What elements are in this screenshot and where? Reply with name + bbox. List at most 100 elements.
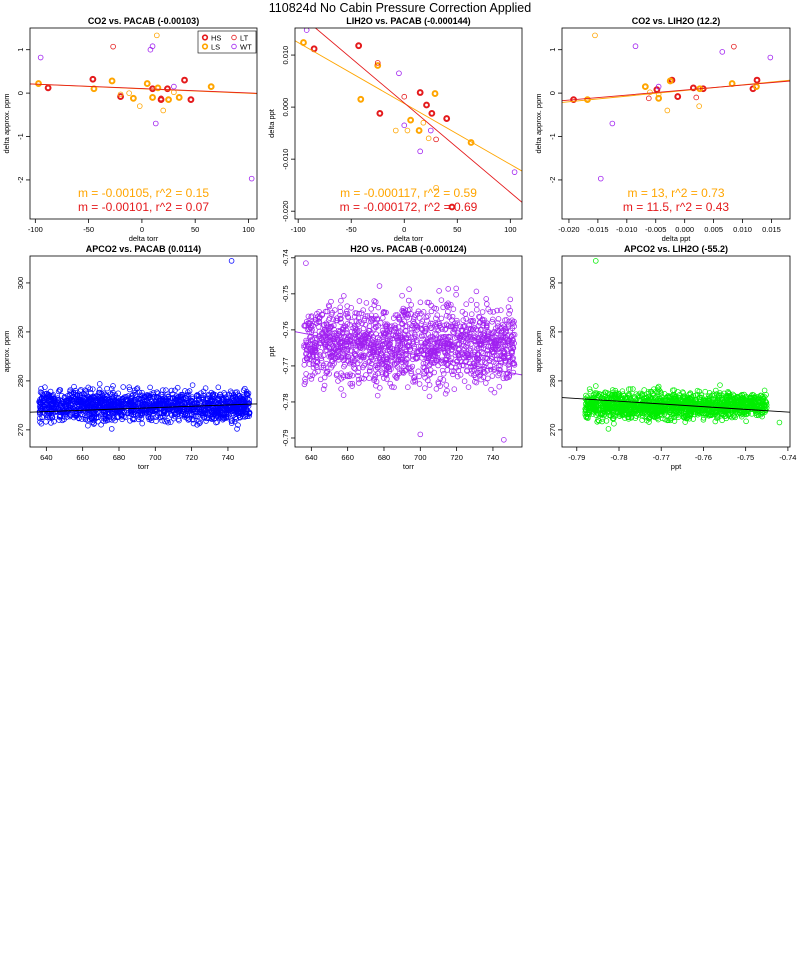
data-point (307, 320, 313, 326)
chart-panel-6: APCO2 vs. LIH2O (-55.2)-0.79 -0.78 -0.77 -0… (534, 244, 796, 471)
data-point (61, 394, 68, 400)
data-point (490, 348, 496, 355)
data-point (619, 412, 626, 419)
data-point (322, 348, 329, 354)
data-point (384, 376, 390, 382)
data-point (511, 169, 518, 175)
data-point (151, 394, 157, 400)
x-tick-label: 0.005 (704, 225, 723, 234)
data-point (629, 410, 636, 417)
data-point (86, 411, 92, 417)
data-point (352, 366, 358, 372)
data-point (312, 348, 318, 354)
data-point (467, 139, 475, 146)
data-point (226, 411, 232, 418)
data-point (453, 291, 459, 298)
data-point (133, 401, 139, 408)
data-point (371, 298, 377, 304)
data-point (587, 403, 594, 410)
data-point (415, 368, 422, 375)
x-axis-label: torr (138, 462, 150, 471)
data-point (666, 398, 673, 404)
data-point (462, 322, 468, 329)
fit-annotation: m = 13, r^2 = 0.73 (627, 186, 724, 200)
data-point (386, 348, 393, 355)
data-point (110, 398, 117, 404)
data-point (334, 317, 340, 324)
y-axis-label: approx. ppm (534, 331, 543, 373)
data-point (658, 390, 665, 396)
data-point (479, 338, 486, 345)
x-tick-label: -0.020 (558, 225, 579, 234)
data-point (738, 413, 745, 420)
data-point (510, 332, 516, 338)
data-point (389, 384, 395, 390)
data-point (445, 302, 452, 309)
data-point (64, 414, 70, 420)
data-point (711, 397, 717, 403)
data-point (87, 389, 94, 396)
data-point (316, 309, 322, 315)
data-point (303, 339, 310, 346)
data-point (461, 355, 467, 361)
data-point (505, 304, 512, 310)
data-point (328, 323, 334, 330)
data-point (594, 419, 600, 425)
data-point (115, 413, 122, 420)
data-point (188, 397, 194, 403)
data-point (154, 32, 160, 39)
fit-line (314, 28, 522, 203)
data-point (592, 32, 598, 39)
data-point (372, 299, 379, 305)
data-point (664, 107, 671, 114)
data-point (360, 307, 366, 313)
data-point (352, 346, 359, 353)
data-point (406, 286, 412, 292)
data-point (357, 95, 365, 103)
data-point (603, 401, 610, 407)
data-point (70, 389, 77, 396)
data-point (759, 401, 766, 407)
data-point (207, 412, 214, 419)
data-point (666, 77, 674, 85)
data-point (669, 397, 676, 404)
data-point (454, 373, 461, 380)
data-point (680, 397, 686, 403)
data-point (455, 367, 462, 374)
data-point (450, 371, 456, 378)
data-point (423, 314, 430, 320)
data-point (680, 409, 687, 416)
outlier-point (234, 426, 240, 432)
data-point (356, 298, 363, 304)
data-point (484, 346, 491, 353)
data-point (500, 334, 507, 341)
data-point (73, 413, 79, 419)
data-point (626, 386, 632, 392)
data-point (459, 332, 465, 338)
data-point (320, 386, 327, 392)
x-tick-label: -100 (291, 225, 306, 234)
data-point (498, 345, 504, 352)
legend-label: HS (211, 33, 221, 42)
data-point (674, 410, 680, 417)
data-point (682, 401, 689, 407)
data-point (310, 361, 316, 367)
data-point (305, 344, 311, 351)
data-point (120, 384, 126, 390)
data-point (747, 404, 754, 410)
outlier-point (303, 260, 309, 266)
data-point (332, 340, 338, 346)
data-point (396, 337, 402, 343)
data-point (322, 344, 329, 350)
data-point (438, 315, 445, 322)
data-point (160, 107, 167, 114)
data-point (432, 359, 438, 366)
data-point (413, 355, 419, 361)
data-point (427, 127, 434, 134)
data-point (736, 409, 742, 416)
data-point (609, 120, 616, 127)
data-point (474, 306, 480, 313)
data-point (182, 410, 189, 417)
data-point (641, 83, 649, 91)
